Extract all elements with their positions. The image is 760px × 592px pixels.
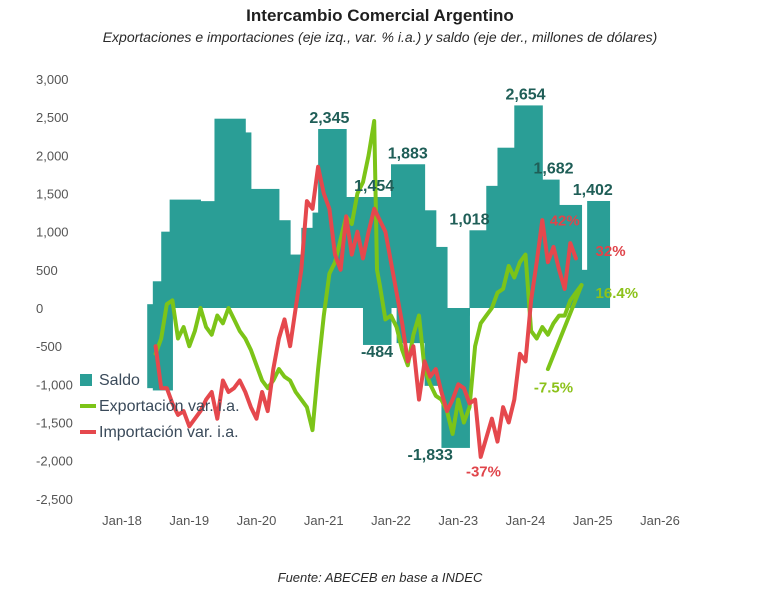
y-tick-label: -2,500 bbox=[36, 492, 73, 507]
legend-label: Saldo bbox=[99, 372, 140, 389]
saldo-bar bbox=[169, 199, 201, 308]
data-label: 16.4% bbox=[596, 285, 639, 302]
data-label: 1,454 bbox=[354, 178, 394, 195]
series-lines bbox=[153, 119, 584, 459]
data-label: 42% bbox=[550, 213, 580, 230]
exportacion-line bbox=[153, 119, 584, 436]
y-tick-label: -1,500 bbox=[36, 416, 73, 431]
x-tick-label: Jan-19 bbox=[169, 513, 209, 528]
exportacion-line-tail bbox=[545, 283, 584, 372]
saldo-bar bbox=[469, 230, 487, 308]
legend-label: Exportación var. i.a. bbox=[99, 398, 240, 415]
chart-title: Intercambio Comercial Argentino bbox=[246, 6, 514, 25]
y-tick-label: 2,500 bbox=[36, 110, 69, 125]
x-tick-label: Jan-26 bbox=[640, 513, 680, 528]
x-tick-label: Jan-24 bbox=[506, 513, 546, 528]
data-labels: 2,345 1,454 1,883 -484 -1,833 1,018 2,654 1,682… bbox=[309, 86, 638, 480]
x-tick-label: Jan-25 bbox=[573, 513, 613, 528]
saldo-bar bbox=[424, 308, 442, 386]
saldo-bar bbox=[200, 201, 215, 308]
data-label: -484 bbox=[361, 344, 393, 361]
x-tick-label: Jan-22 bbox=[371, 513, 411, 528]
data-label: -1,833 bbox=[408, 447, 453, 464]
chart-subtitle: Exportaciones e importaciones (eje izq.,… bbox=[102, 29, 658, 45]
saldo-bar bbox=[424, 210, 437, 308]
legend: Saldo Exportación var. i.a. Importación va… bbox=[80, 372, 240, 441]
y-tick-label: -500 bbox=[36, 339, 62, 354]
y-tick-label: 1,000 bbox=[36, 225, 69, 240]
saldo-bar bbox=[245, 132, 252, 308]
saldo-bar bbox=[290, 254, 302, 308]
saldo-bar bbox=[278, 220, 291, 308]
saldo-bar bbox=[152, 281, 162, 308]
y-tick-label: -2,000 bbox=[36, 454, 73, 469]
saldo-bar bbox=[435, 246, 448, 308]
data-label: -37% bbox=[466, 463, 501, 480]
data-label: 1,883 bbox=[388, 145, 428, 162]
source-note: Fuente: ABECEB en base a INDEC bbox=[277, 570, 483, 585]
y-tick-label: 0 bbox=[36, 301, 43, 316]
y-tick-label: 1,500 bbox=[36, 187, 69, 202]
y-tick-label: 3,000 bbox=[36, 72, 69, 87]
y-tick-label: 500 bbox=[36, 263, 58, 278]
y-tick-label: -1,000 bbox=[36, 377, 73, 392]
saldo-bar bbox=[161, 231, 171, 308]
data-label: -7.5% bbox=[534, 380, 573, 397]
saldo-bar bbox=[147, 304, 154, 308]
legend-swatch-saldo bbox=[80, 374, 92, 386]
saldo-bar bbox=[581, 269, 588, 308]
data-label: 1,682 bbox=[533, 161, 573, 178]
saldo-bar bbox=[147, 308, 154, 389]
data-label: 2,345 bbox=[309, 110, 349, 127]
data-label: 1,018 bbox=[449, 211, 489, 228]
data-label: 32% bbox=[596, 243, 626, 260]
x-tick-label: Jan-18 bbox=[102, 513, 142, 528]
importacion-line bbox=[153, 164, 578, 459]
y-tick-label: 2,000 bbox=[36, 148, 69, 163]
saldo-bar bbox=[486, 185, 498, 308]
x-tick-label: Jan-21 bbox=[304, 513, 344, 528]
data-label: 1,402 bbox=[573, 182, 613, 199]
saldo-bar bbox=[362, 308, 375, 345]
legend-label: Importación var. i.a. bbox=[99, 424, 239, 441]
x-tick-label: Jan-20 bbox=[237, 513, 277, 528]
saldo-bar bbox=[214, 118, 246, 309]
y-axis: 3,000 2,500 2,000 1,500 1,000 500 0 -500 -1,000 -… bbox=[36, 72, 73, 507]
saldo-bar bbox=[301, 227, 314, 308]
data-label: 2,654 bbox=[505, 86, 545, 103]
x-axis: Jan-18 Jan-19 Jan-20 Jan-21 Jan-22 Jan-23 Jan-… bbox=[102, 513, 680, 528]
saldo-bar bbox=[587, 200, 611, 308]
saldo-bar bbox=[312, 212, 319, 308]
saldo-bar bbox=[250, 188, 280, 308]
x-tick-label: Jan-23 bbox=[438, 513, 478, 528]
saldo-bar bbox=[542, 179, 560, 308]
